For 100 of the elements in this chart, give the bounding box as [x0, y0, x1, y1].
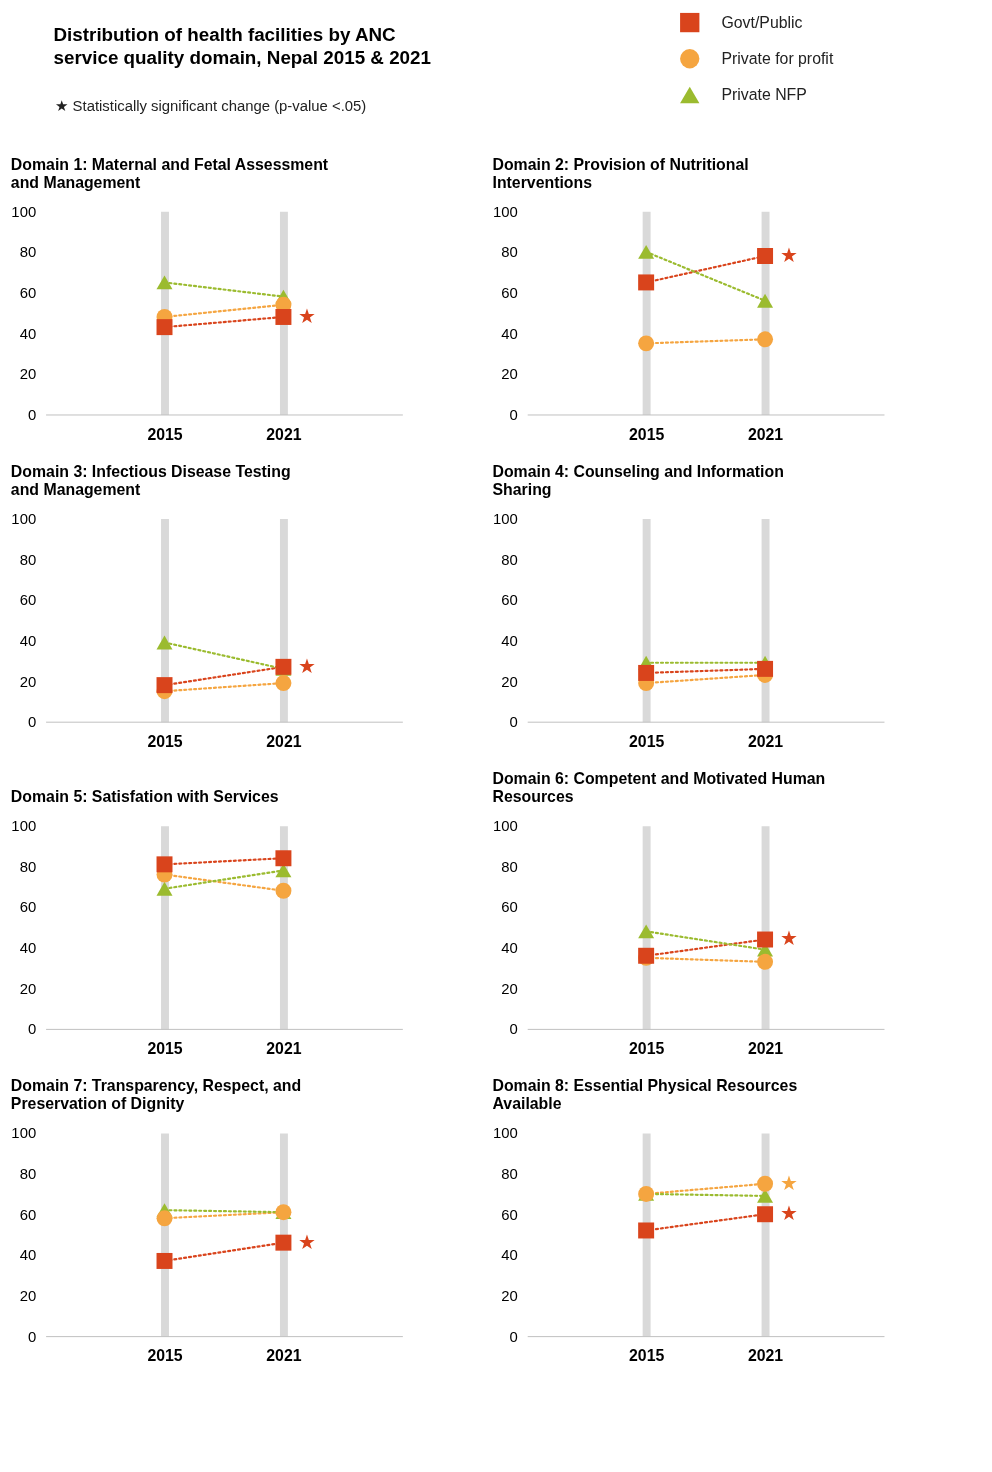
annotation: ★ — [298, 654, 317, 677]
y-tick-label: 60 — [501, 1206, 518, 1223]
y-tick-label: 80 — [19, 244, 37, 261]
y-tick-label: 20 — [19, 673, 37, 690]
y-tick-label: 20 — [501, 366, 518, 383]
legend-label: Govt/Public — [721, 13, 803, 31]
y-tick-label: 40 — [501, 632, 518, 649]
y-tick-label: 20 — [19, 980, 37, 997]
y-tick-label: 80 — [19, 551, 37, 568]
x-tick-label: 2021 — [747, 1347, 784, 1365]
y-tick-label: 40 — [501, 325, 518, 342]
chart-title: Domain 6: Competent and Motivated Human Resources — [492, 770, 826, 805]
annotation: ★ — [298, 1230, 317, 1253]
point — [638, 335, 655, 352]
annotation: ★ — [779, 243, 798, 266]
y-tick-label: 80 — [501, 551, 518, 568]
annotation: ★ — [779, 927, 798, 950]
point — [638, 1222, 655, 1239]
chart-title: Domain 8: Essential Physical Resources Available — [492, 1077, 798, 1113]
y-tick-label: 0 — [509, 1328, 518, 1345]
text: Distribution of health facilities by ANC service quality domain, Nepal 2015 & 2021 — [53, 23, 431, 68]
y-tick-label: 0 — [509, 714, 518, 731]
x-tick-label: 2021 — [266, 425, 302, 443]
y-tick-label: 20 — [19, 366, 37, 383]
y-tick-label: 0 — [27, 1021, 37, 1038]
y-tick-label: 60 — [19, 285, 37, 302]
point — [156, 856, 173, 873]
y-tick-label: 100 — [493, 510, 518, 527]
y-tick-label: 40 — [501, 1247, 518, 1264]
y-tick-label: 80 — [501, 858, 518, 875]
point — [757, 953, 774, 970]
y-tick-label: 80 — [19, 858, 37, 875]
x-tick-label: 2021 — [266, 1347, 302, 1365]
x-tick-label: 2015 — [147, 425, 183, 443]
y-tick-label: 100 — [493, 818, 518, 835]
y-tick-label: 40 — [19, 1247, 37, 1264]
y-tick-label: 60 — [501, 285, 518, 302]
point — [156, 319, 173, 336]
y-tick-label: 100 — [11, 1125, 37, 1142]
x-tick-label: 2021 — [266, 732, 302, 750]
y-tick-label: 60 — [501, 899, 518, 916]
chart-title: Domain 5: Satisfation with Services — [10, 787, 279, 805]
x-tick-label: 2015 — [147, 1040, 183, 1058]
x-tick-label: 2015 — [629, 425, 665, 443]
y-tick-label: 100 — [493, 203, 518, 220]
y-tick-label: 0 — [27, 714, 37, 731]
y-tick-label: 80 — [19, 1166, 37, 1183]
point — [757, 248, 774, 265]
y-tick-label: 80 — [501, 244, 518, 261]
text: ★ Statistically significant change (p-value <.05) — [55, 98, 367, 115]
annotation: ★ — [779, 1202, 798, 1225]
legend-label: Private for profit — [721, 49, 834, 67]
y-tick-label: 80 — [501, 1166, 518, 1183]
y-tick-label: 20 — [501, 980, 518, 997]
point — [275, 308, 292, 325]
y-tick-label: 0 — [27, 406, 37, 423]
point — [638, 274, 655, 291]
x-tick-label: 2015 — [629, 1347, 665, 1365]
y-tick-label: 100 — [493, 1125, 518, 1142]
annotation: ★ — [298, 304, 317, 327]
chart-title: Domain 4: Counseling and Information Sharing — [492, 462, 784, 498]
y-tick-label: 100 — [11, 203, 37, 220]
y-tick-label: 100 — [11, 510, 37, 527]
x-tick-label: 2021 — [747, 732, 784, 750]
y-tick-label: 40 — [501, 940, 518, 957]
chart-title: Domain 7: Transparency, Respect, and Preservation of Dignity — [10, 1077, 302, 1113]
y-tick-label: 0 — [509, 406, 518, 423]
x-tick-label: 2021 — [266, 1040, 302, 1058]
y-tick-label: 40 — [19, 940, 37, 957]
y-tick-label: 100 — [11, 818, 37, 835]
x-tick-label: 2015 — [629, 732, 665, 750]
point — [275, 850, 292, 867]
y-tick-label: 20 — [501, 673, 518, 690]
y-tick-label: 40 — [19, 632, 37, 649]
x-tick-label: 2015 — [147, 732, 183, 750]
annotation: ★ — [779, 1171, 798, 1194]
y-tick-label: 60 — [501, 592, 518, 609]
x-tick-label: 2021 — [747, 425, 784, 443]
y-tick-label: 40 — [19, 325, 37, 342]
point — [757, 331, 774, 348]
x-tick-label: 2021 — [747, 1040, 784, 1058]
y-tick-label: 0 — [27, 1328, 37, 1345]
legend-label: Private NFP — [721, 85, 807, 103]
y-tick-label: 60 — [19, 899, 37, 916]
x-tick-label: 2015 — [147, 1347, 183, 1365]
point — [757, 1175, 774, 1192]
point — [757, 1206, 774, 1223]
chart-title: Domain 3: Infectious Disease Testing and Management — [10, 462, 291, 498]
chart-title: Domain 1: Maternal and Fetal Assessment and Management — [10, 155, 329, 191]
y-tick-label: 60 — [19, 1206, 37, 1223]
point — [275, 1234, 292, 1251]
point — [275, 882, 292, 899]
point — [156, 677, 173, 694]
y-tick-label: 20 — [19, 1287, 37, 1304]
chart-title: Domain 2: Provision of Nutritional Interventions — [492, 155, 749, 191]
point — [156, 1252, 173, 1269]
point — [275, 675, 292, 692]
x-tick-label: 2015 — [629, 1040, 665, 1058]
y-tick-label: 60 — [19, 592, 37, 609]
y-tick-label: 0 — [509, 1021, 518, 1038]
